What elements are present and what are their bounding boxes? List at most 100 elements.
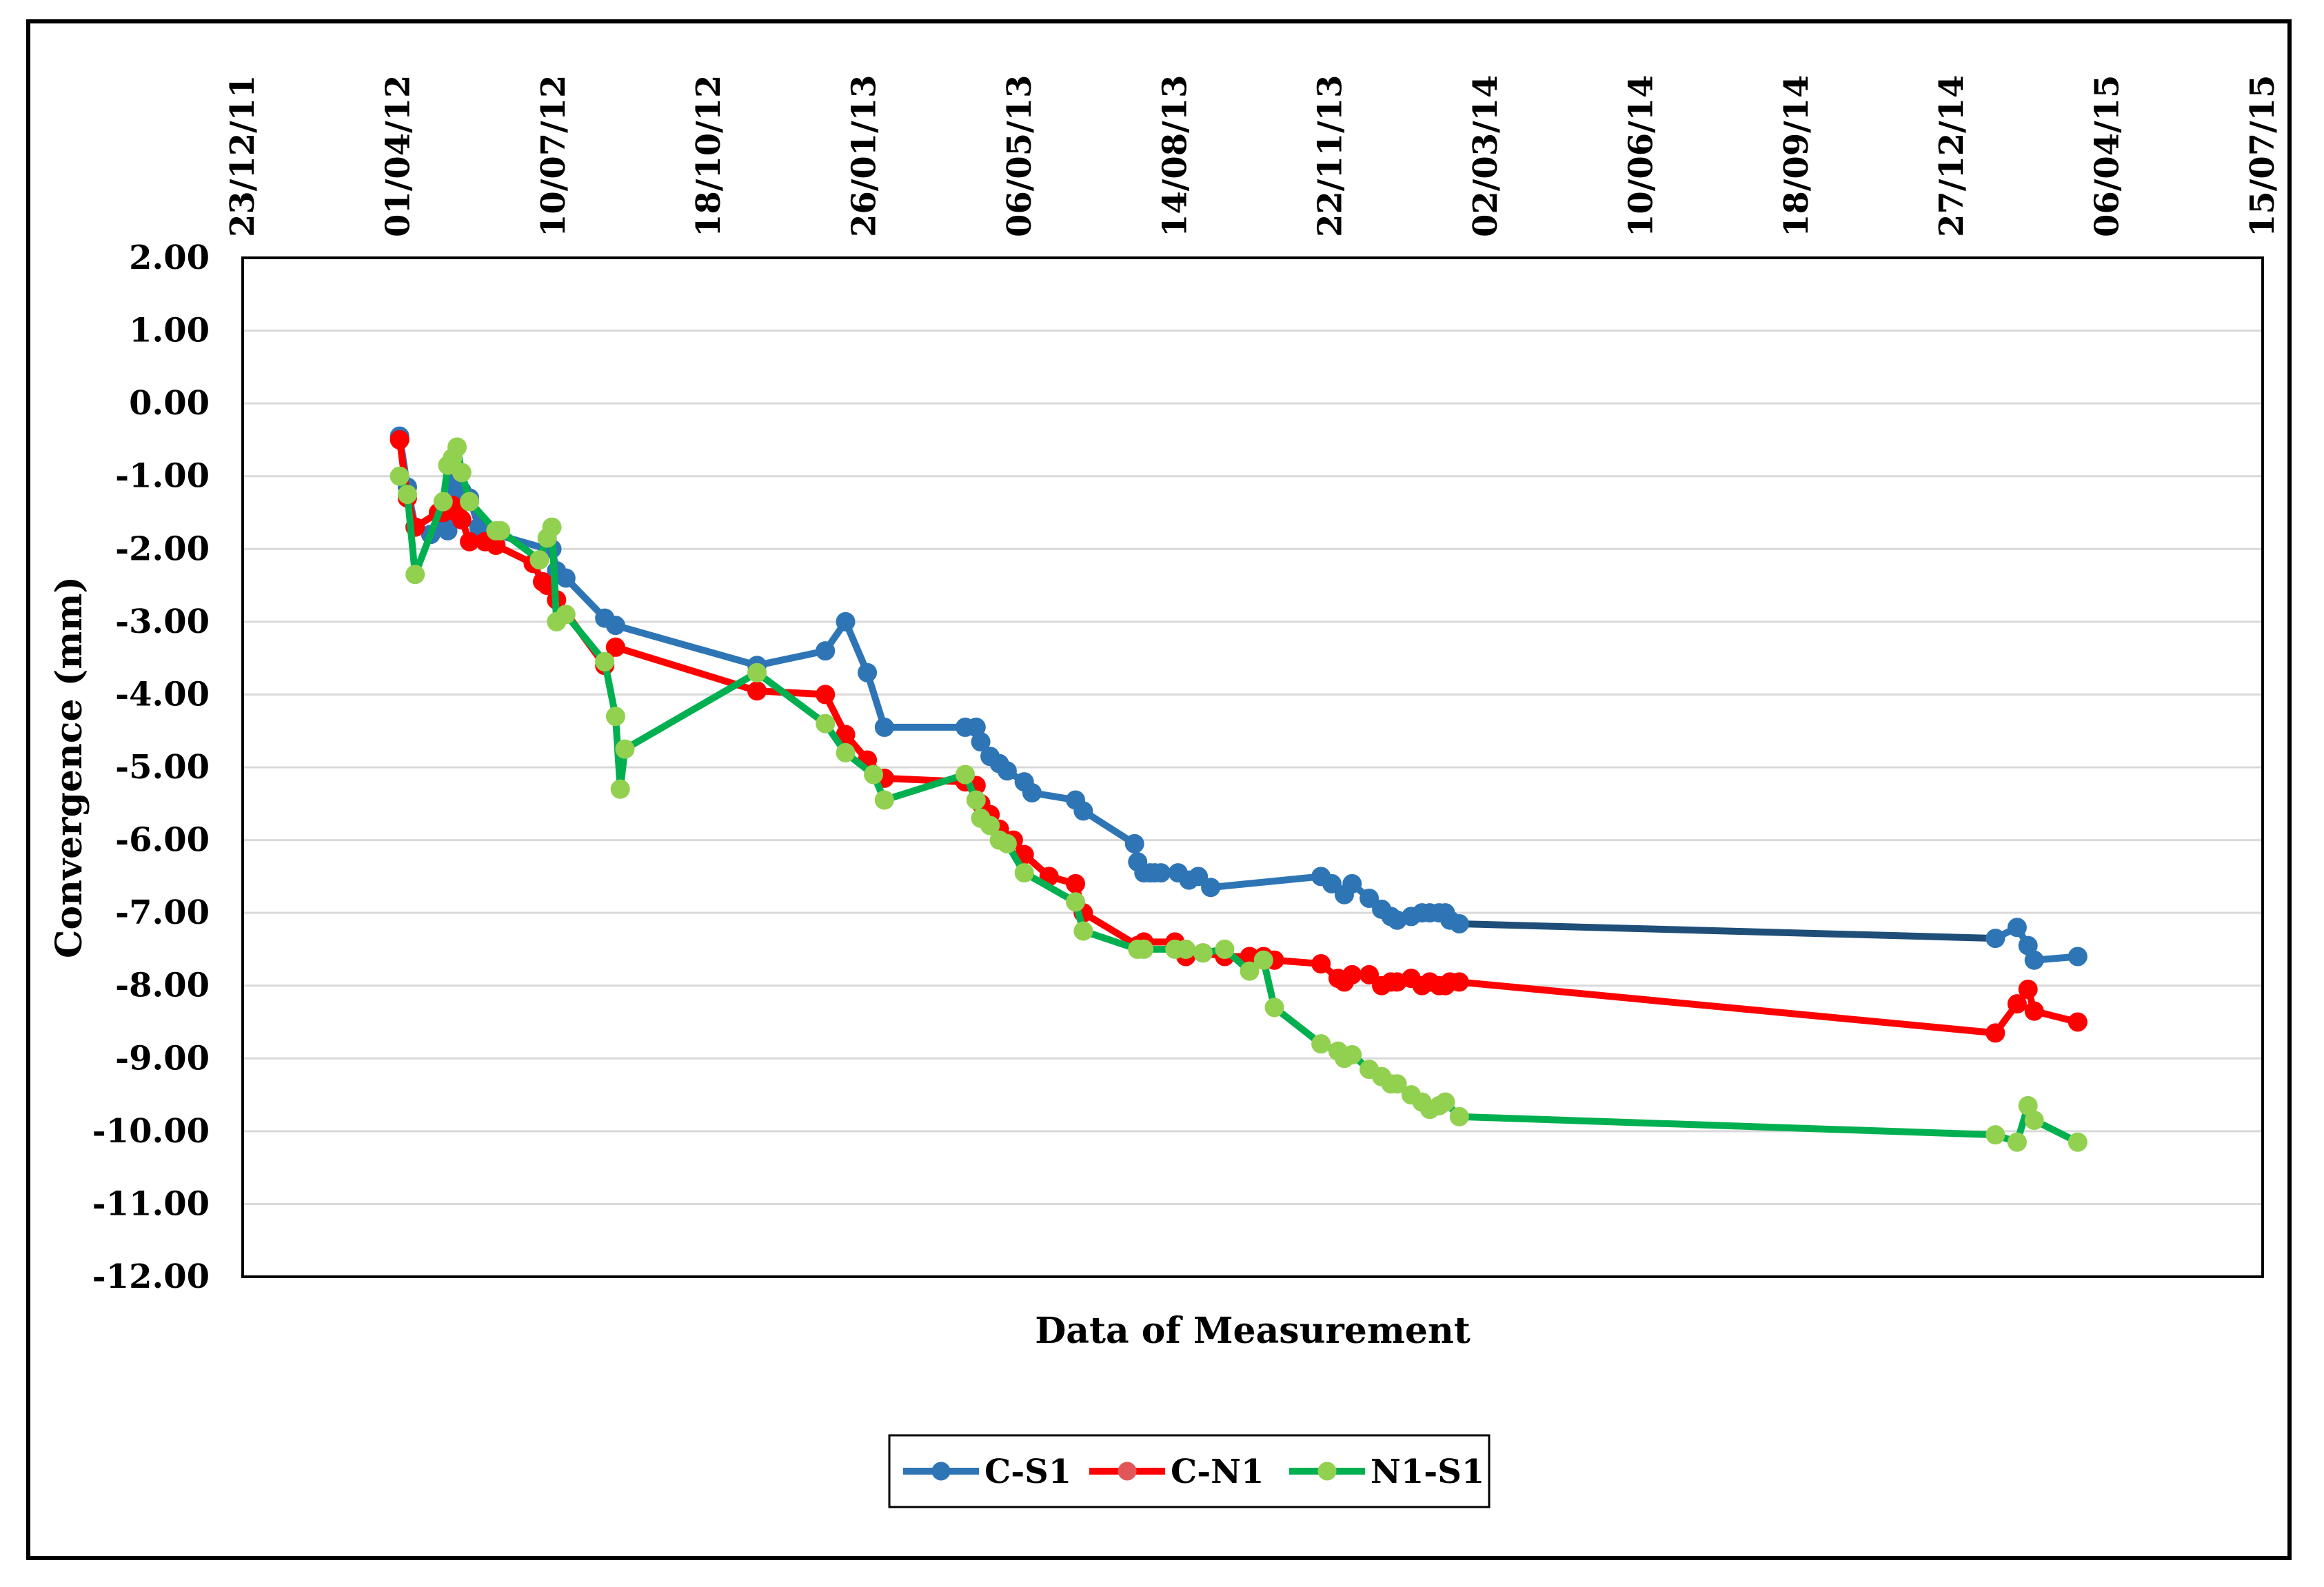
series-layer [390, 426, 2088, 1152]
data-point [1014, 863, 1034, 883]
data-point [1311, 1034, 1331, 1054]
data-point [1264, 998, 1284, 1018]
data-point [1134, 939, 1154, 959]
data-point [460, 492, 480, 512]
x-tick-label: 18/09/14 [1777, 75, 1816, 237]
data-point [1449, 1106, 1469, 1126]
data-point [452, 463, 472, 483]
legend-swatch-marker [1317, 1462, 1337, 1481]
data-point [864, 765, 884, 785]
x-tick-label: 10/06/14 [1621, 75, 1660, 237]
x-tick-label: 26/01/13 [845, 75, 884, 237]
y-tick-label: -4.00 [115, 675, 210, 714]
y-tick-label: -8.00 [115, 967, 210, 1005]
y-tick-label: -12.00 [92, 1257, 210, 1296]
legend-label: C-N1 [1171, 1453, 1264, 1491]
data-point [447, 437, 467, 457]
data-point [816, 714, 836, 734]
y-tick-label: -11.00 [92, 1184, 210, 1223]
data-point [2024, 1111, 2044, 1131]
data-point [1189, 867, 1209, 887]
x-axis-ticks: 23/12/11 01/04/12 10/07/12 18/10/12 26/01/13… [223, 75, 2282, 237]
series-line [396, 432, 1463, 927]
x-axis-title: Data of Measurement [1035, 1310, 1471, 1352]
data-point [2068, 1132, 2088, 1152]
data-point [747, 663, 767, 683]
data-point [1342, 964, 1362, 984]
x-tick-label: 23/12/11 [223, 75, 262, 237]
data-point [605, 616, 625, 636]
data-point [1124, 833, 1144, 853]
data-point [836, 611, 856, 631]
data-point [747, 681, 767, 701]
x-tick-label: 18/10/12 [689, 75, 728, 237]
data-point [874, 717, 894, 737]
legend-label: N1-S1 [1371, 1453, 1484, 1491]
data-point [397, 485, 417, 505]
y-tick-label: -10.00 [92, 1112, 210, 1151]
y-axis-ticks: 2.00 1.00 0.00 -1.00 -2.00 -3.00 -4.00 -5.00 -6.… [92, 239, 210, 1296]
data-point [2068, 1012, 2088, 1032]
data-point [605, 707, 625, 727]
data-point [1066, 873, 1086, 893]
legend-item: C-S1 [903, 1453, 1071, 1491]
data-point [997, 761, 1017, 781]
x-tick-label: 27/12/14 [1932, 75, 1971, 237]
data-point [956, 765, 976, 785]
y-tick-label: -7.00 [115, 893, 210, 932]
x-tick-label: 22/11/13 [1311, 75, 1350, 237]
data-point [1360, 964, 1380, 984]
data-point [1066, 892, 1086, 912]
grid-layer [243, 256, 2263, 1278]
data-point [2024, 1001, 2044, 1021]
data-point [2068, 947, 2088, 967]
data-point [997, 833, 1017, 853]
data-point [491, 520, 511, 540]
data-point [556, 605, 576, 625]
data-point [433, 492, 453, 512]
data-point [1985, 929, 2005, 949]
data-point [1311, 954, 1331, 974]
y-tick-label: -5.00 [115, 748, 210, 787]
data-point [816, 641, 836, 661]
data-point [2024, 950, 2044, 970]
data-point [1253, 950, 1273, 970]
data-point [556, 568, 576, 588]
y-tick-label: -2.00 [115, 529, 210, 568]
chart-frame [26, 19, 2292, 1560]
data-point [1985, 1125, 2005, 1145]
y-tick-label: 0.00 [129, 384, 210, 423]
legend-swatch-marker [1118, 1462, 1137, 1481]
data-point [438, 520, 458, 540]
x-tick-label: 10/07/12 [534, 75, 573, 237]
data-point [1387, 1074, 1407, 1094]
data-point [1342, 873, 1362, 893]
data-point [542, 517, 562, 537]
data-point [2007, 994, 2027, 1014]
data-point [1022, 782, 1042, 802]
data-point [452, 510, 472, 530]
data-point [1435, 1092, 1455, 1112]
data-point [595, 651, 615, 671]
legend-box [888, 1434, 1491, 1508]
data-point [874, 790, 894, 810]
legend-items: C-S1 C-N1 N1-S1 [903, 1453, 1484, 1491]
data-point [1985, 1023, 2005, 1043]
data-point [2007, 1132, 2027, 1152]
legend: C-S1 C-N1 N1-S1 [888, 1434, 1491, 1508]
y-tick-label: 2.00 [129, 239, 210, 277]
x-tick-label: 02/03/14 [1466, 75, 1505, 237]
data-point [610, 779, 630, 799]
legend-swatch-marker [931, 1462, 951, 1481]
data-point [405, 565, 425, 585]
data-point [1240, 961, 1260, 981]
data-point [390, 429, 410, 449]
data-point [605, 637, 625, 657]
series-line-gap [1455, 920, 1999, 942]
legend-item: C-N1 [1089, 1453, 1264, 1491]
y-tick-label: -3.00 [115, 603, 210, 641]
legend-label: C-S1 [984, 1453, 1071, 1491]
x-tick-label: 06/05/13 [1000, 75, 1039, 237]
data-point [1360, 889, 1380, 909]
data-point [971, 732, 991, 752]
